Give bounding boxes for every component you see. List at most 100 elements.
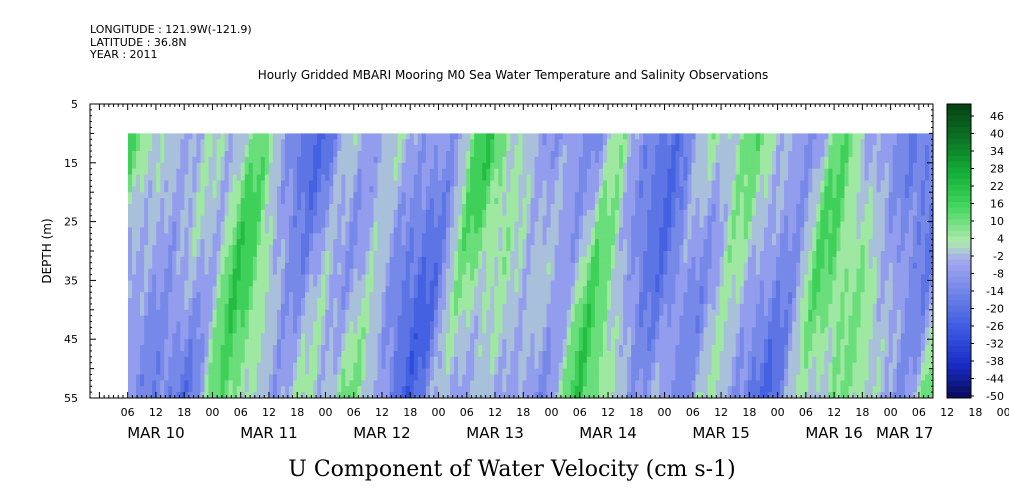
heatmap-cell xyxy=(284,156,290,164)
heatmap-cell xyxy=(542,374,548,381)
heatmap-cell xyxy=(389,162,395,170)
heatmap-cell xyxy=(160,227,165,234)
heatmap-cell xyxy=(361,162,366,170)
heatmap-cell xyxy=(478,315,483,322)
heatmap-cell xyxy=(466,321,471,328)
heatmap-cell xyxy=(337,174,342,181)
heatmap-cell xyxy=(474,133,479,140)
heatmap-cell xyxy=(220,386,225,393)
heatmap-cell xyxy=(454,251,459,258)
heatmap-cell xyxy=(490,245,495,252)
heatmap-cell xyxy=(293,392,298,399)
heatmap-cell xyxy=(466,392,471,399)
heatmap-cell xyxy=(369,292,374,299)
heatmap-cell xyxy=(317,162,322,170)
heatmap-cell xyxy=(329,268,334,275)
heatmap-cell xyxy=(200,321,205,328)
heatmap-cell xyxy=(240,386,246,393)
heatmap-cell xyxy=(188,350,193,358)
heatmap-cell xyxy=(164,350,169,358)
heatmap-cell xyxy=(482,292,487,299)
heatmap-cell xyxy=(554,350,560,358)
heatmap-cell xyxy=(172,239,177,246)
heatmap-cell xyxy=(470,209,475,217)
heatmap-cell xyxy=(441,315,447,322)
heatmap-cell xyxy=(562,362,568,369)
heatmap-cell xyxy=(554,180,560,187)
heatmap-cell xyxy=(393,192,399,199)
heatmap-cell xyxy=(405,186,411,193)
heatmap-cell xyxy=(538,156,543,164)
heatmap-cell xyxy=(184,268,189,275)
heatmap-cell xyxy=(558,309,564,317)
heatmap-cell xyxy=(450,339,455,346)
heatmap-cell xyxy=(562,315,568,322)
heatmap-cell xyxy=(184,192,189,199)
heatmap-cell xyxy=(429,321,435,328)
heatmap-cell xyxy=(297,356,302,364)
heatmap-cell xyxy=(570,303,576,311)
heatmap-cell xyxy=(441,180,447,187)
heatmap-cell xyxy=(293,215,298,222)
heatmap-cell xyxy=(272,186,278,193)
heatmap-cell xyxy=(534,380,539,387)
heatmap-cell xyxy=(502,139,507,146)
heatmap-cell xyxy=(144,345,149,352)
heatmap-cell xyxy=(224,327,230,334)
heatmap-cell xyxy=(482,180,487,187)
heatmap-cell xyxy=(490,198,495,205)
heatmap-cell xyxy=(280,180,286,187)
heatmap-cell xyxy=(192,239,197,246)
heatmap-cell xyxy=(301,186,306,193)
heatmap-cell xyxy=(172,386,177,393)
heatmap-cell xyxy=(534,251,539,258)
heatmap-cell xyxy=(357,133,362,140)
heatmap-cell xyxy=(148,321,153,328)
heatmap-cell xyxy=(280,380,286,387)
heatmap-cell xyxy=(546,133,552,140)
heatmap-cell xyxy=(546,368,552,375)
heatmap-cell xyxy=(156,374,161,381)
heatmap-cell xyxy=(518,368,523,375)
heatmap-cell xyxy=(244,139,250,146)
heatmap-cell xyxy=(309,133,314,140)
heatmap-cell xyxy=(228,227,234,234)
heatmap-cell xyxy=(268,227,274,234)
heatmap-cell xyxy=(466,345,471,352)
heatmap-cell xyxy=(280,215,286,222)
heatmap-cell xyxy=(462,274,467,281)
heatmap-cell xyxy=(196,374,201,381)
heatmap-cell xyxy=(272,227,278,234)
heatmap-cell xyxy=(337,286,342,293)
heatmap-cell xyxy=(353,392,358,399)
heatmap-cell xyxy=(309,303,314,311)
heatmap-cell xyxy=(470,256,475,264)
heatmap-cell xyxy=(458,227,463,234)
heatmap-cell xyxy=(293,221,298,228)
heatmap-cell xyxy=(260,356,266,364)
heatmap-cell xyxy=(550,239,556,246)
heatmap-cell xyxy=(264,350,270,358)
heatmap-cell xyxy=(180,386,185,393)
heatmap-cell xyxy=(445,315,451,322)
heatmap-cell xyxy=(248,180,254,187)
heatmap-cell xyxy=(204,280,209,287)
heatmap-cell xyxy=(297,192,302,199)
heatmap-cell xyxy=(276,256,282,264)
heatmap-cell xyxy=(470,386,475,393)
heatmap-cell xyxy=(454,327,459,334)
heatmap-cell xyxy=(433,198,439,205)
heatmap-cell xyxy=(421,215,427,222)
heatmap-cell xyxy=(321,298,326,305)
heatmap-cell xyxy=(204,174,209,181)
heatmap-cell xyxy=(530,274,535,281)
heatmap-cell xyxy=(522,198,527,205)
heatmap-cell xyxy=(212,239,217,246)
heatmap-cell xyxy=(413,180,419,187)
heatmap-cell xyxy=(188,168,193,175)
heatmap-cell xyxy=(140,203,145,211)
heatmap-cell xyxy=(365,139,370,146)
heatmap-cell xyxy=(562,180,568,187)
heatmap-cell xyxy=(192,298,197,305)
heatmap-cell xyxy=(200,151,205,158)
